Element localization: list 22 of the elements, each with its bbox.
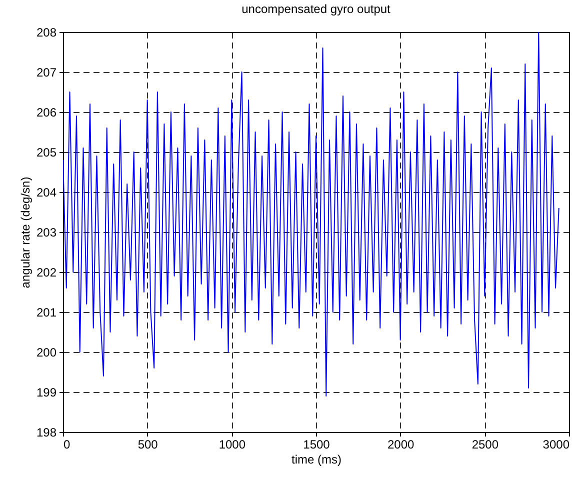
x-tick-label: 3000	[542, 438, 570, 452]
y-tick-label: 198	[36, 426, 57, 440]
y-tick-label: 201	[36, 306, 57, 320]
y-tick-label: 208	[36, 26, 57, 40]
chart-title: uncompensated gyro output	[242, 2, 392, 16]
y-tick-label: 200	[36, 346, 57, 360]
x-tick-label: 0	[64, 438, 70, 452]
x-tick-label: 2500	[472, 438, 499, 452]
x-axis-title: time (ms)	[292, 452, 342, 466]
y-tick-label: 206	[36, 106, 57, 120]
y-tick-label: 202	[36, 266, 57, 280]
line-series	[63, 32, 560, 396]
x-tick-label: 1000	[218, 438, 246, 452]
y-tick-label: 204	[36, 186, 57, 200]
x-tick-label: 2000	[387, 438, 415, 452]
y-axis-title: angular rate (deg/sn)	[18, 176, 32, 288]
y-tick-label: 203	[36, 226, 57, 240]
y-tick-label: 205	[36, 146, 57, 160]
y-tick-label: 199	[36, 386, 57, 400]
x-tick-label: 1500	[303, 438, 330, 452]
y-tick-label: 207	[36, 66, 57, 80]
x-tick-label: 500	[138, 438, 158, 452]
